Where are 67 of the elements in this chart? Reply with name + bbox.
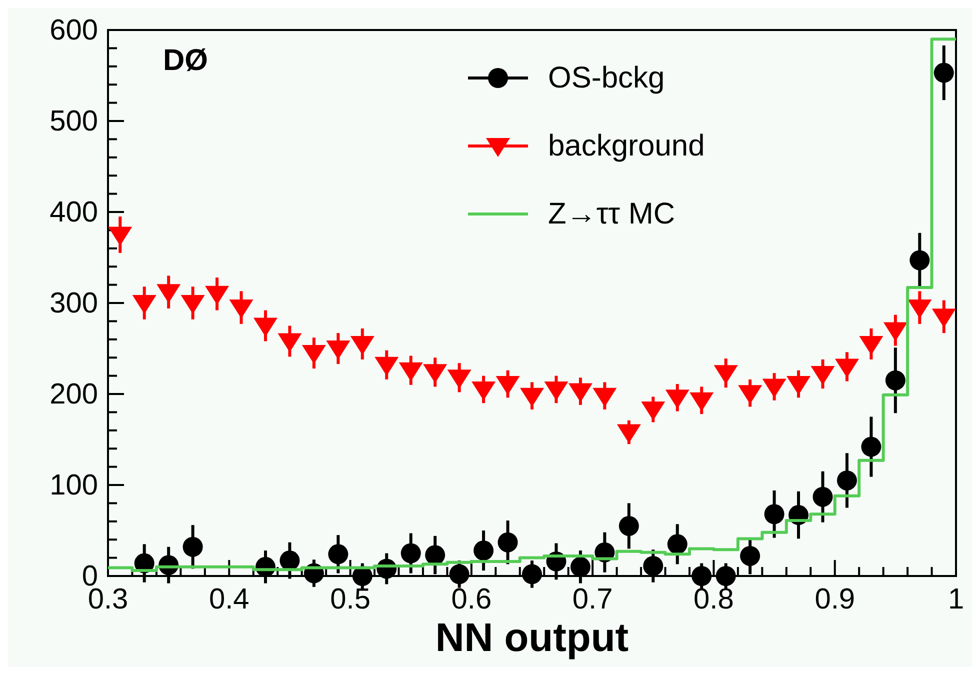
point bbox=[449, 564, 470, 584]
point bbox=[786, 376, 811, 395]
x-tick-label: 0.7 bbox=[572, 584, 613, 616]
point bbox=[423, 364, 448, 384]
legend-label: background bbox=[548, 130, 705, 162]
point bbox=[716, 566, 736, 586]
point bbox=[643, 556, 664, 576]
point bbox=[883, 322, 908, 342]
point bbox=[762, 378, 786, 398]
x-tick-label: 1 bbox=[948, 584, 964, 616]
annotation: DØ bbox=[163, 44, 208, 77]
point bbox=[326, 340, 350, 360]
point bbox=[156, 284, 181, 304]
legend-label: OS-bckg bbox=[548, 62, 665, 94]
point bbox=[180, 295, 205, 314]
point bbox=[496, 376, 520, 395]
y-tick-label: 200 bbox=[50, 378, 98, 410]
x-tick-label: 0.4 bbox=[208, 584, 250, 616]
point bbox=[592, 388, 617, 407]
point bbox=[665, 390, 690, 409]
y-tick-label: 600 bbox=[50, 14, 98, 46]
point bbox=[350, 336, 374, 355]
point bbox=[568, 383, 592, 402]
point bbox=[740, 546, 760, 566]
point bbox=[205, 286, 230, 305]
point bbox=[810, 366, 835, 385]
point bbox=[498, 532, 518, 552]
point bbox=[278, 333, 302, 352]
point bbox=[932, 308, 956, 328]
point bbox=[885, 370, 906, 390]
point bbox=[812, 486, 833, 507]
point bbox=[618, 516, 639, 536]
point bbox=[690, 392, 714, 412]
point bbox=[400, 543, 421, 564]
point bbox=[328, 544, 348, 564]
point bbox=[544, 381, 568, 400]
point bbox=[472, 381, 496, 400]
legend-label: Z→ττ MC bbox=[548, 198, 676, 230]
point bbox=[738, 385, 762, 404]
y-tick-label: 400 bbox=[50, 196, 98, 228]
y-tick-label: 100 bbox=[50, 469, 98, 502]
point bbox=[641, 401, 666, 420]
point bbox=[447, 370, 472, 389]
point bbox=[834, 358, 859, 378]
point bbox=[714, 365, 738, 384]
point bbox=[182, 536, 203, 557]
point bbox=[374, 356, 399, 376]
point bbox=[616, 424, 641, 444]
point bbox=[861, 436, 882, 457]
y-tick-label: 300 bbox=[50, 287, 98, 320]
y-tick-label: 500 bbox=[50, 105, 98, 138]
point bbox=[398, 362, 423, 382]
point bbox=[522, 564, 542, 584]
point bbox=[108, 226, 132, 246]
x-tick-label: 0.5 bbox=[330, 584, 370, 616]
point bbox=[132, 295, 156, 314]
point bbox=[474, 540, 494, 561]
point bbox=[764, 504, 784, 524]
x-axis-title: NN output bbox=[435, 616, 629, 660]
point bbox=[570, 556, 590, 577]
x-tick-label: 0.8 bbox=[694, 584, 734, 616]
point bbox=[836, 470, 857, 490]
x-tick-label: 0.6 bbox=[451, 584, 492, 616]
point bbox=[667, 534, 688, 554]
point bbox=[692, 566, 712, 586]
point bbox=[859, 336, 884, 355]
x-tick-label: 0.9 bbox=[814, 584, 856, 616]
